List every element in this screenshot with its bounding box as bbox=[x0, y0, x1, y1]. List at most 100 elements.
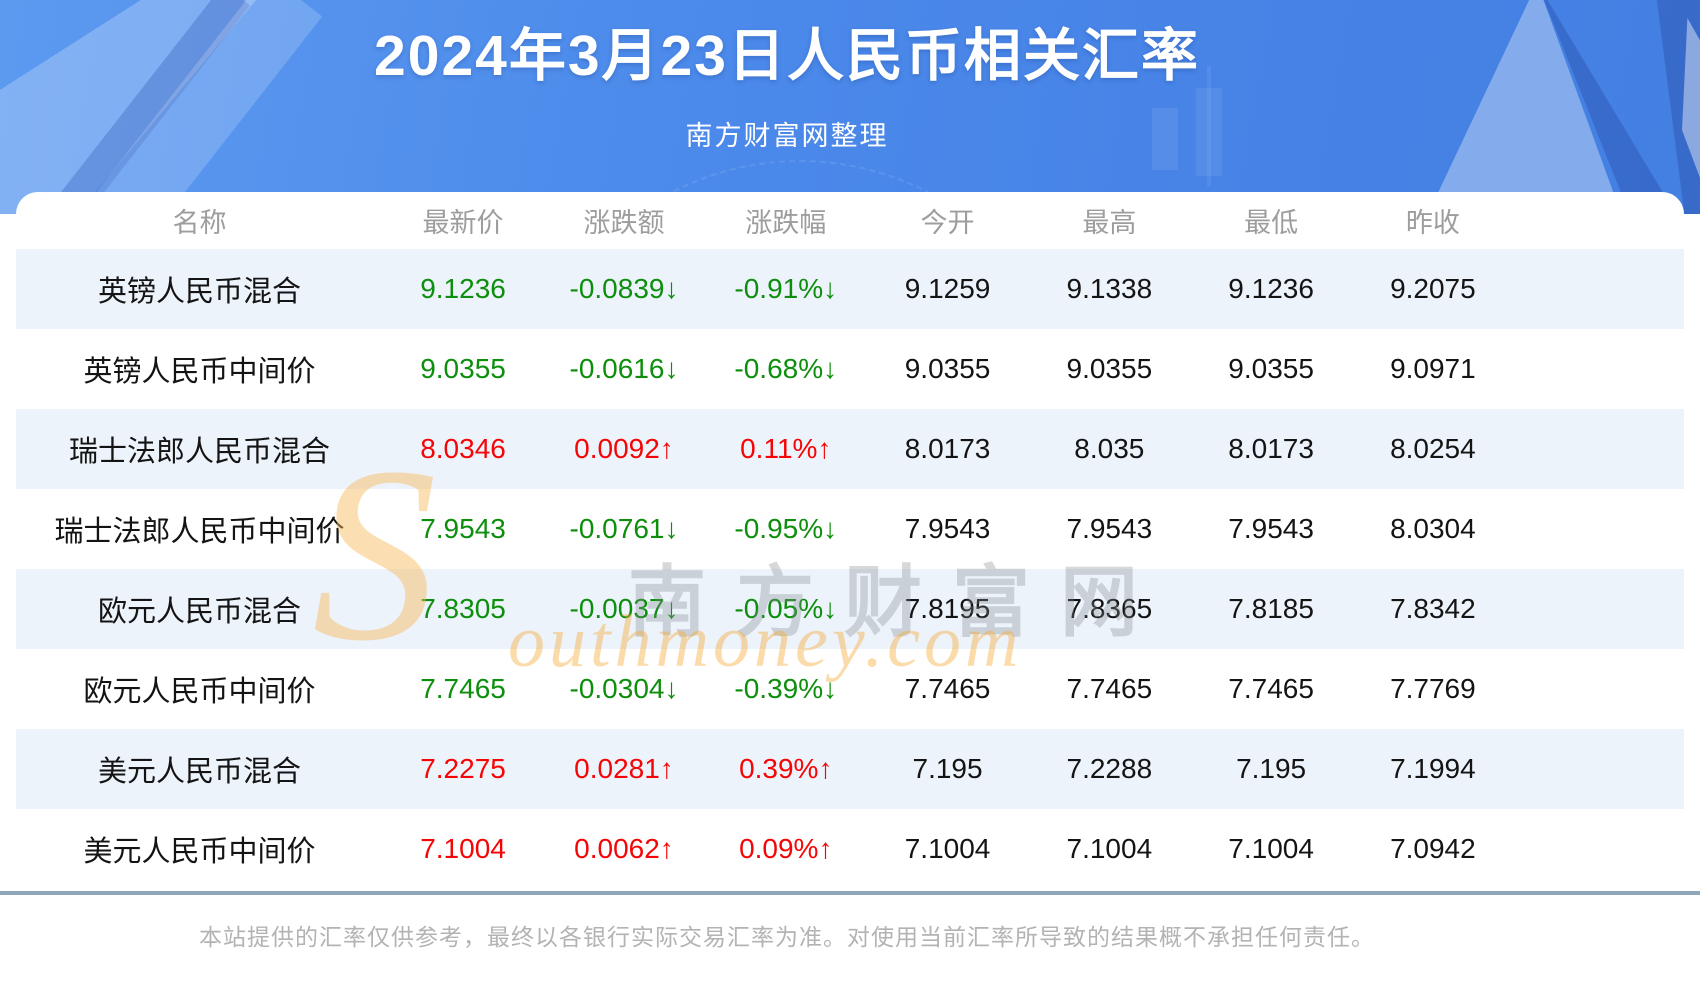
rates-table: 名称 最新价 涨跌额 涨跌幅 今开 最高 最低 昨收 英镑人民币混合 9.1236 -0.0839… bbox=[16, 192, 1684, 889]
cell-change-pct: 0.11%↑ bbox=[740, 433, 832, 464]
cell-prev-close: 9.0971 bbox=[1390, 353, 1476, 384]
hero-text-block: 2024年3月23日人民币相关汇率 南方财富网整理 bbox=[0, 0, 1574, 153]
table-row: 欧元人民币中间价 7.7465 -0.0304↓ -0.39%↓ 7.7465 7.746… bbox=[16, 649, 1684, 729]
bottom-divider bbox=[0, 891, 1700, 895]
cell-latest: 7.1004 bbox=[420, 833, 506, 864]
cell-low: 7.1004 bbox=[1228, 833, 1314, 864]
cell-change: -0.0037↓ bbox=[569, 593, 679, 624]
page-subtitle: 南方财富网整理 bbox=[685, 121, 889, 151]
cell-open: 7.8195 bbox=[904, 593, 991, 624]
cell-name: 美元人民币中间价 bbox=[83, 836, 316, 868]
cell-spacer bbox=[1514, 809, 1684, 889]
cell-low: 9.0355 bbox=[1228, 353, 1314, 384]
decor-candlestick bbox=[1152, 108, 1178, 170]
cell-spacer bbox=[1514, 729, 1684, 809]
cell-latest: 7.9543 bbox=[420, 513, 506, 544]
cell-prev-close: 7.7769 bbox=[1390, 673, 1476, 704]
cell-change: 0.0281↑ bbox=[574, 753, 674, 784]
table-row: 美元人民币中间价 7.1004 0.0062↑ 0.09%↑ 7.1004 7.1004 7… bbox=[16, 809, 1684, 889]
cell-change: 0.0092↑ bbox=[574, 433, 674, 464]
cell-low: 7.195 bbox=[1236, 753, 1307, 784]
cell-change: -0.0761↓ bbox=[569, 513, 679, 544]
cell-prev-close: 7.0942 bbox=[1390, 833, 1476, 864]
cell-change: 0.0062↑ bbox=[574, 833, 674, 864]
table-header-row: 名称 最新价 涨跌额 涨跌幅 今开 最高 最低 昨收 bbox=[16, 192, 1684, 249]
cell-high: 7.9543 bbox=[1066, 513, 1153, 544]
cell-change-pct: -0.68%↓ bbox=[734, 353, 838, 384]
cell-high: 7.2288 bbox=[1066, 753, 1153, 784]
cell-spacer bbox=[1514, 249, 1684, 329]
cell-high: 9.1338 bbox=[1066, 273, 1153, 304]
cell-high: 7.8365 bbox=[1066, 593, 1153, 624]
cell-change: -0.0616↓ bbox=[569, 353, 679, 384]
cell-change: -0.0304↓ bbox=[569, 673, 679, 704]
decor-candlestick bbox=[1196, 88, 1222, 176]
cell-change: -0.0839↓ bbox=[569, 273, 679, 304]
cell-prev-close: 9.2075 bbox=[1390, 273, 1476, 304]
decor-corner-light bbox=[1682, 18, 1700, 178]
cell-high: 7.1004 bbox=[1066, 833, 1153, 864]
column-header-0: 名称 bbox=[172, 208, 227, 238]
table-row: 美元人民币混合 7.2275 0.0281↑ 0.39%↑ 7.195 7.2288 7.1… bbox=[16, 729, 1684, 809]
column-header-5: 最高 bbox=[1082, 208, 1137, 238]
cell-latest: 7.8305 bbox=[420, 593, 506, 624]
cell-change-pct: -0.95%↓ bbox=[734, 513, 838, 544]
hero-banner: 2024年3月23日人民币相关汇率 南方财富网整理 bbox=[0, 0, 1700, 214]
decor-candlestick-wick bbox=[1207, 66, 1211, 186]
cell-latest: 8.0346 bbox=[420, 433, 506, 464]
cell-change-pct: -0.05%↓ bbox=[734, 593, 838, 624]
cell-low: 7.9543 bbox=[1228, 513, 1314, 544]
cell-spacer bbox=[1514, 329, 1684, 409]
column-header-1: 最新价 bbox=[422, 208, 504, 238]
cell-low: 9.1236 bbox=[1228, 273, 1314, 304]
table-row: 欧元人民币混合 7.8305 -0.0037↓ -0.05%↓ 7.8195 7.8365… bbox=[16, 569, 1684, 649]
cell-change-pct: -0.91%↓ bbox=[734, 273, 838, 304]
cell-name: 美元人民币混合 bbox=[97, 756, 301, 788]
cell-prev-close: 8.0304 bbox=[1390, 513, 1476, 544]
cell-prev-close: 8.0254 bbox=[1390, 433, 1476, 464]
footer: 本站提供的汇率仅供参考，最终以各银行实际交易汇率为准。对使用当前汇率所导致的结果… bbox=[0, 906, 1574, 952]
cell-change-pct: 0.09%↑ bbox=[739, 833, 833, 864]
column-header-6: 最低 bbox=[1244, 208, 1299, 238]
cell-name: 英镑人民币中间价 bbox=[83, 356, 316, 388]
cell-change-pct: 0.39%↑ bbox=[739, 753, 833, 784]
cell-low: 7.7465 bbox=[1228, 673, 1314, 704]
cell-spacer bbox=[1514, 489, 1684, 569]
rates-table-card: 名称 最新价 涨跌额 涨跌幅 今开 最高 最低 昨收 英镑人民币混合 9.1236 -0.0839… bbox=[16, 192, 1684, 893]
cell-latest: 7.2275 bbox=[420, 753, 506, 784]
cell-latest: 7.7465 bbox=[420, 673, 506, 704]
cell-open: 7.9543 bbox=[904, 513, 991, 544]
column-header-7: 昨收 bbox=[1405, 208, 1460, 238]
cell-name: 英镑人民币混合 bbox=[97, 276, 301, 308]
cell-open: 8.0173 bbox=[904, 433, 991, 464]
cell-low: 8.0173 bbox=[1228, 433, 1314, 464]
cell-open: 9.1259 bbox=[904, 273, 991, 304]
cell-high: 9.0355 bbox=[1066, 353, 1153, 384]
cell-name: 瑞士法郎人民币中间价 bbox=[54, 516, 345, 548]
disclaimer-text: 本站提供的汇率仅供参考，最终以各银行实际交易汇率为准。对使用当前汇率所导致的结果… bbox=[199, 924, 1375, 950]
cell-open: 7.1004 bbox=[904, 833, 991, 864]
cell-prev-close: 7.1994 bbox=[1390, 753, 1476, 784]
cell-latest: 9.1236 bbox=[420, 273, 506, 304]
cell-spacer bbox=[1514, 649, 1684, 729]
column-header-spacer bbox=[1514, 192, 1684, 249]
cell-high: 7.7465 bbox=[1066, 673, 1153, 704]
cell-high: 8.035 bbox=[1074, 433, 1145, 464]
cell-open: 7.195 bbox=[912, 753, 983, 784]
cell-spacer bbox=[1514, 409, 1684, 489]
table-row: 瑞士法郎人民币混合 8.0346 0.0092↑ 0.11%↑ 8.0173 8.035 8… bbox=[16, 409, 1684, 489]
cell-name: 瑞士法郎人民币混合 bbox=[68, 436, 330, 468]
cell-open: 9.0355 bbox=[904, 353, 991, 384]
table-row: 英镑人民币混合 9.1236 -0.0839↓ -0.91%↓ 9.1259 9.1338… bbox=[16, 249, 1684, 329]
cell-latest: 9.0355 bbox=[420, 353, 506, 384]
table-row: 瑞士法郎人民币中间价 7.9543 -0.0761↓ -0.95%↓ 7.9543 7.9… bbox=[16, 489, 1684, 569]
cell-change-pct: -0.39%↓ bbox=[734, 673, 838, 704]
cell-prev-close: 7.8342 bbox=[1390, 593, 1476, 624]
cell-open: 7.7465 bbox=[904, 673, 991, 704]
table-row: 英镑人民币中间价 9.0355 -0.0616↓ -0.68%↓ 9.0355 9.035… bbox=[16, 329, 1684, 409]
column-header-4: 今开 bbox=[920, 208, 975, 238]
cell-low: 7.8185 bbox=[1228, 593, 1314, 624]
page-title: 2024年3月23日人民币相关汇率 bbox=[374, 24, 1200, 88]
column-header-3: 涨跌幅 bbox=[745, 208, 827, 238]
column-header-2: 涨跌额 bbox=[583, 208, 665, 238]
